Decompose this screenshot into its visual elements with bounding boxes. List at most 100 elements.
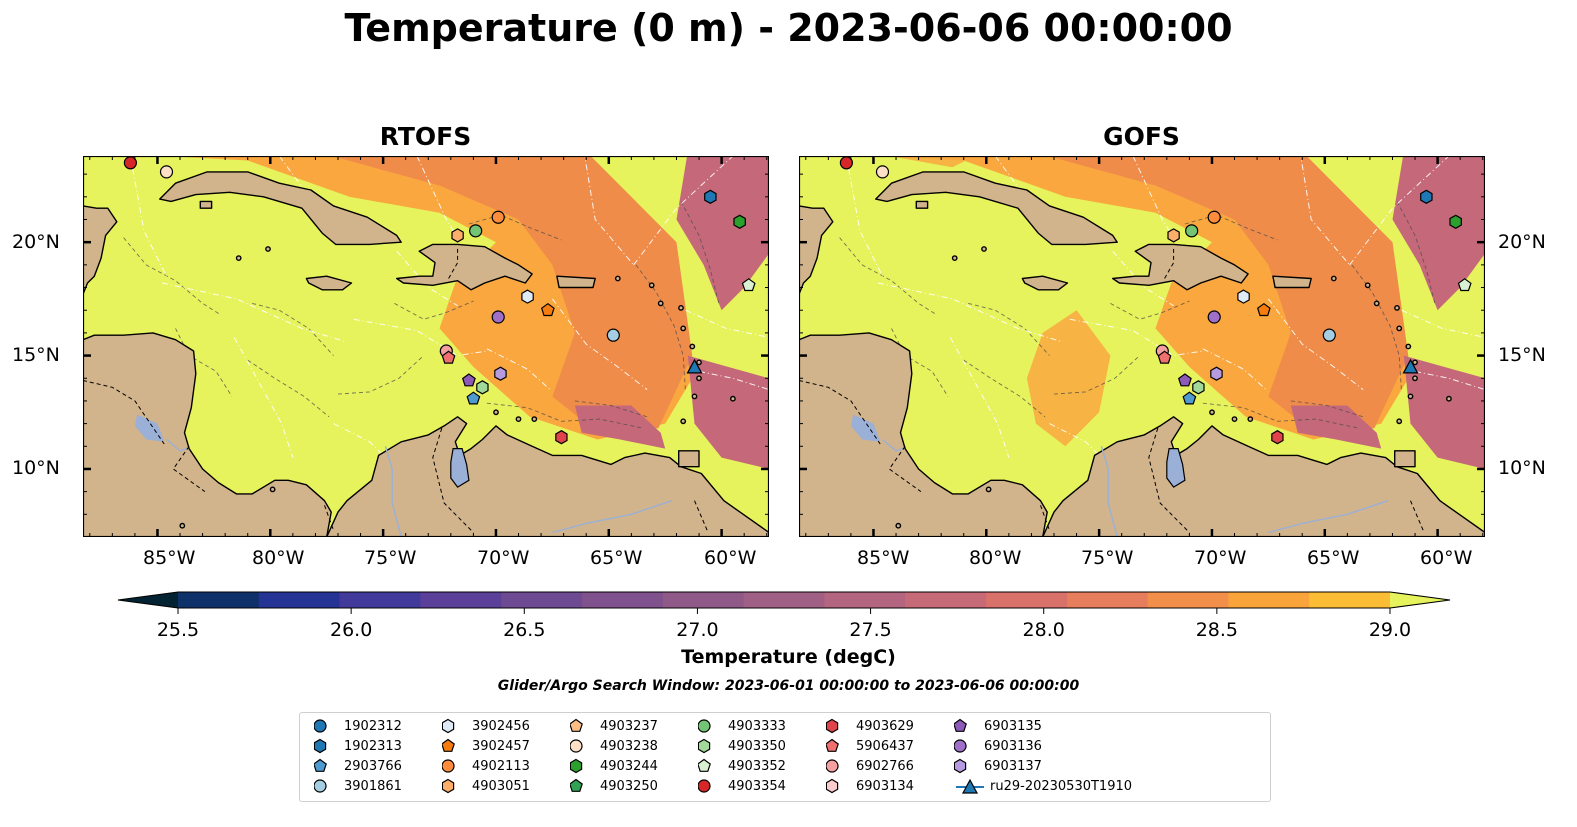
lat-tick-20n-right: 20°N — [1498, 231, 1546, 253]
float-5906437 — [441, 350, 456, 364]
colorbar-level — [1228, 592, 1310, 608]
legend-label: 4903629 — [856, 719, 914, 734]
colorbar-level — [178, 592, 260, 608]
legend-marker-hexagon — [442, 778, 455, 794]
legend-symbol — [954, 718, 967, 732]
map-gofs[interactable] — [799, 156, 1485, 537]
colorbar-level — [582, 592, 664, 608]
legend-label: 4903333 — [728, 719, 786, 734]
colorbar-level — [420, 592, 502, 608]
lat-tick-20n-left: 20°N — [12, 231, 60, 253]
float-2903766 — [466, 391, 481, 405]
legend-symbol — [826, 759, 839, 773]
float-4903629 — [1271, 430, 1284, 445]
float-4903333 — [469, 224, 483, 238]
float-1902313 — [704, 189, 717, 204]
colorbar-level — [905, 592, 987, 608]
float-6903137 — [1210, 366, 1223, 381]
land-cuba — [874, 171, 1118, 246]
legend-label: 4903238 — [600, 739, 658, 754]
land-yucatan — [83, 205, 118, 296]
colorbar-label: Temperature (degC) — [681, 646, 896, 668]
float-ru29-20230530T1910 — [1402, 358, 1419, 374]
lake-nicaragua — [850, 414, 881, 442]
legend-marker-hexagon — [826, 778, 839, 794]
colorbar-tick-label: 28.0 — [1023, 619, 1065, 641]
colorbar: 25.5 26.0 26.5 27.0 27.5 28.0 28.5 29.0 — [117, 591, 1451, 641]
float-3902457 — [540, 302, 555, 317]
legend-symbol — [954, 739, 967, 753]
float-3902456 — [1237, 289, 1250, 304]
legend-marker-pentagon — [570, 718, 583, 732]
legend-label: 1902312 — [344, 719, 402, 734]
lon-tick-70w-right: 70°W — [1194, 547, 1247, 569]
float-ru29-20230530T1910 — [686, 358, 703, 374]
float-4903238 — [875, 165, 890, 179]
legend-label: 4903350 — [728, 739, 786, 754]
land — [83, 171, 769, 537]
legend-label: 3901861 — [344, 779, 402, 794]
land-puerto-rico — [1272, 275, 1312, 289]
float-6903137 — [494, 366, 507, 381]
float-1902313 — [1420, 189, 1433, 204]
lat-tick-10n-right: 10°N — [1498, 457, 1546, 479]
legend-marker-hexagon — [442, 718, 455, 734]
depth-contours — [123, 187, 720, 429]
legend-symbol — [698, 719, 711, 733]
lake-maracaibo — [450, 448, 470, 488]
colorbar-tick-label: 29.0 — [1369, 619, 1411, 641]
lon-tick-60w-right: 60°W — [1420, 547, 1473, 569]
colorbar-extend-low — [118, 592, 178, 608]
country-borders — [799, 246, 1425, 533]
legend-marker-triangle-line — [956, 778, 984, 794]
land-puerto-rico — [556, 275, 596, 289]
legend-label: 6903135 — [984, 719, 1042, 734]
rivers — [166, 438, 673, 537]
lat-tick-15n-right: 15°N — [1498, 344, 1546, 366]
legend-symbol — [826, 738, 839, 752]
legend-marker-circle — [954, 739, 967, 753]
legend-label: 3902457 — [472, 739, 530, 754]
land-jamaica — [1021, 275, 1069, 291]
legend-symbol — [442, 738, 455, 752]
map-frame — [799, 156, 1485, 537]
search-window-text: Glider/Argo Search Window: 2023-06-01 00… — [497, 678, 1080, 694]
lon-tick-60w-left: 60°W — [704, 547, 757, 569]
legend-label: 4902113 — [472, 759, 530, 774]
country-borders — [83, 246, 709, 533]
colorbar-tick-label: 27.0 — [676, 619, 718, 641]
panel-title-rtofs: RTOFS — [379, 122, 472, 151]
legend-label: 3902456 — [472, 719, 530, 734]
legend-label: 5906437 — [856, 739, 914, 754]
lon-tick-80w-left: 80°W — [252, 547, 305, 569]
lon-tick-65w-right: 65°W — [1307, 547, 1360, 569]
float-4903051 — [1167, 228, 1180, 243]
lon-tick-85w-left: 85°W — [143, 547, 196, 569]
colorbar-tick-label: 26.0 — [330, 619, 372, 641]
legend-marker-hexagon — [826, 718, 839, 734]
map-frame — [83, 156, 769, 537]
legend-marker-pentagon — [698, 758, 711, 772]
land-south-america — [325, 416, 769, 537]
legend-marker-circle — [442, 759, 455, 773]
colorbar-level — [501, 592, 583, 608]
land-hispaniola — [396, 243, 533, 291]
colorbar-level — [986, 592, 1068, 608]
legend: 1902312 1902313 2903766 3901861 3902456 39024… — [299, 712, 1271, 802]
land-central-america — [83, 332, 332, 537]
figure-title: Temperature (0 m) - 2023-06-06 00:00:00 — [344, 6, 1233, 50]
legend-marker-hexagon — [954, 758, 967, 774]
panel-title-gofs: GOFS — [1103, 122, 1180, 151]
lon-tick-75w-right: 75°W — [1081, 547, 1134, 569]
map-rtofs[interactable] — [83, 156, 769, 537]
legend-label: 4903250 — [600, 779, 658, 794]
land-hispaniola — [1112, 243, 1249, 291]
legend-symbol — [314, 779, 327, 793]
colorbar-level — [339, 592, 421, 608]
legend-marker-circle — [698, 719, 711, 733]
float-5906437 — [1157, 350, 1172, 364]
legend-marker-hexagon — [314, 738, 327, 754]
float-4903333 — [1185, 224, 1199, 238]
legend-symbol — [442, 778, 455, 794]
float-4903629 — [555, 430, 568, 445]
